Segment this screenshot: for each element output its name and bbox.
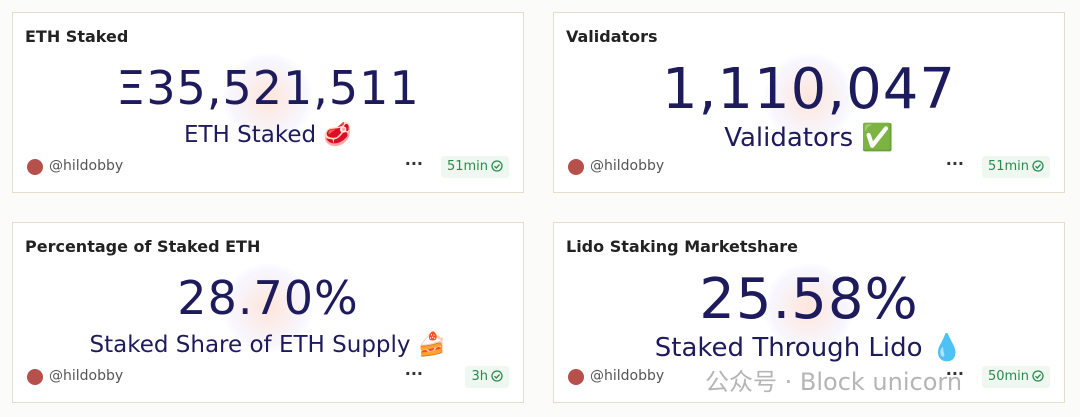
refresh-badge[interactable]: 50min bbox=[981, 366, 1050, 388]
author-link[interactable]: @hildobby bbox=[49, 158, 124, 174]
author-link[interactable]: @hildobby bbox=[590, 368, 665, 384]
stat-card: Percentage of Staked ETH 28.70% Staked Sha… bbox=[12, 222, 524, 403]
more-menu[interactable]: ··· bbox=[945, 154, 964, 173]
refresh-badge[interactable]: 51min bbox=[981, 156, 1050, 178]
stat-card: Lido Staking Marketshare 25.58% Staked Thr… bbox=[553, 222, 1065, 403]
check-icon bbox=[1032, 160, 1044, 172]
age-label: 51min bbox=[987, 159, 1029, 174]
card-footer: @hildobby ··· 3h bbox=[27, 364, 509, 388]
counter-value: 25.58% bbox=[699, 267, 919, 332]
logo-glow bbox=[764, 263, 854, 353]
card-title[interactable]: Percentage of Staked ETH bbox=[25, 237, 261, 256]
counter-subtitle: ETH Staked 🥩 bbox=[183, 122, 353, 148]
author-link[interactable]: @hildobby bbox=[590, 158, 665, 174]
card-footer: @hildobby ··· 51min bbox=[27, 154, 509, 178]
watermark: 公众号 · Block unicorn bbox=[705, 368, 963, 396]
counter-value: 1,110,047 bbox=[661, 57, 956, 122]
counter-subtitle: Validators ✅ bbox=[724, 123, 894, 153]
stat-card: Validators 1,110,047 Validators ✅ @hildobby… bbox=[553, 12, 1065, 193]
card-title[interactable]: Lido Staking Marketshare bbox=[566, 237, 798, 256]
counter-value: Ξ35,521,511 bbox=[116, 61, 420, 115]
avatar[interactable] bbox=[27, 159, 43, 175]
check-icon bbox=[491, 370, 503, 382]
avatar[interactable] bbox=[568, 159, 584, 175]
avatar[interactable] bbox=[27, 369, 43, 385]
age-label: 51min bbox=[446, 159, 488, 174]
card-title[interactable]: Validators bbox=[566, 27, 658, 46]
author-link[interactable]: @hildobby bbox=[49, 368, 124, 384]
more-menu[interactable]: ··· bbox=[404, 364, 423, 383]
age-label: 3h bbox=[471, 369, 488, 384]
card-footer: @hildobby ··· 51min bbox=[568, 154, 1050, 178]
more-menu[interactable]: ··· bbox=[404, 154, 423, 173]
check-icon bbox=[1032, 370, 1044, 382]
counter-value: 28.70% bbox=[177, 271, 359, 325]
refresh-badge[interactable]: 3h bbox=[465, 366, 509, 388]
more-menu[interactable]: ··· bbox=[945, 364, 964, 383]
counter-subtitle: Staked Share of ETH Supply 🍰 bbox=[89, 332, 447, 358]
logo-glow bbox=[764, 53, 854, 143]
card-footer: @hildobby ··· 50min bbox=[568, 364, 1050, 388]
refresh-badge[interactable]: 51min bbox=[440, 156, 509, 178]
age-label: 50min bbox=[987, 369, 1029, 384]
logo-glow bbox=[223, 263, 313, 353]
logo-glow bbox=[223, 53, 313, 143]
check-icon bbox=[491, 160, 503, 172]
stat-card: ETH Staked Ξ35,521,511 ETH Staked 🥩 @hildob… bbox=[12, 12, 524, 193]
card-title[interactable]: ETH Staked bbox=[25, 27, 129, 46]
counter-subtitle: Staked Through Lido 💧 bbox=[654, 333, 964, 363]
avatar[interactable] bbox=[568, 369, 584, 385]
